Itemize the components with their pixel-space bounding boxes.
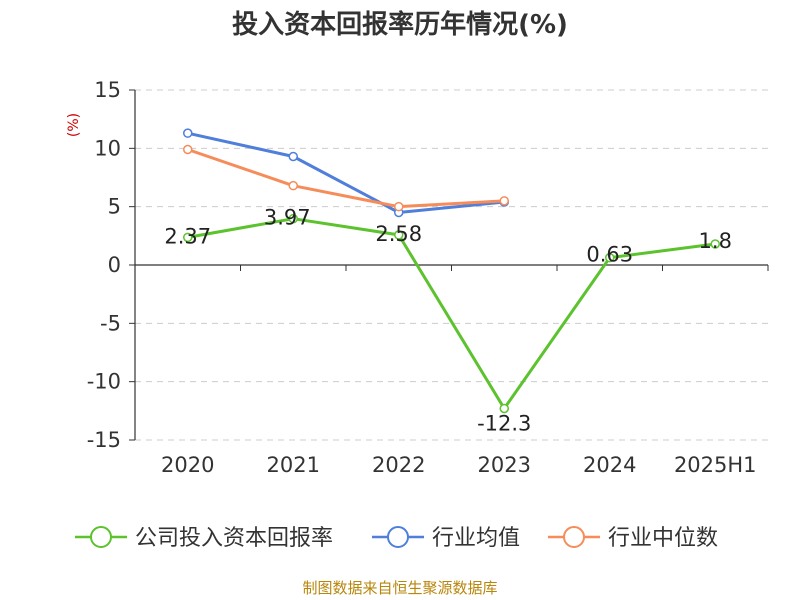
legend: 公司投入资本回报率 行业均值 行业中位数	[75, 526, 718, 551]
data-point	[605, 252, 615, 263]
y-tick-label: -5	[100, 311, 121, 335]
y-axis-label: (%)	[66, 113, 82, 137]
legend-label: 公司投入资本回报率	[135, 526, 333, 551]
y-tick-label: 10	[94, 136, 121, 160]
y-tick-label: 15	[94, 78, 121, 102]
gridlines	[129, 89, 768, 441]
data-label: 2.58	[375, 222, 422, 246]
x-tick-label: 2022	[372, 453, 425, 477]
y-tick-label: 5	[108, 195, 121, 219]
source-note: 制图数据来自恒生聚源数据库	[302, 579, 497, 597]
y-tick-label: -10	[87, 370, 121, 394]
legend-marker	[387, 526, 409, 548]
x-tick-labels: 2020 2021 2022 2023 2024 2025H1	[161, 453, 757, 477]
legend-marker	[563, 526, 585, 548]
y-tick-labels: 15 10 5 0 -5 -10 -15	[87, 78, 121, 452]
data-point	[183, 232, 193, 243]
x-tick-label: 2023	[478, 453, 531, 477]
data-label: -12.3	[477, 412, 531, 436]
x-tick-label: 2021	[267, 453, 320, 477]
data-point	[394, 201, 404, 212]
legend-label: 行业中位数	[608, 526, 718, 551]
data-point	[183, 144, 193, 155]
axes	[134, 90, 769, 440]
data-point	[499, 403, 509, 414]
x-tick-label: 2025H1	[674, 453, 757, 477]
data-label: 0.63	[586, 243, 633, 267]
series-line	[187, 148, 505, 209]
legend-marker	[90, 526, 112, 548]
legend-label: 行业均值	[432, 526, 520, 551]
chart-title: 投入资本回报率历年情况(%)	[232, 9, 568, 40]
data-point	[288, 151, 298, 162]
data-point	[183, 128, 193, 138]
data-labels: 2.37 3.97 2.58 -12.3 0.63 1.8	[164, 206, 732, 436]
data-point	[710, 239, 720, 249]
series-line	[187, 217, 716, 410]
data-label: 3.97	[264, 206, 311, 230]
data-point	[288, 180, 298, 191]
y-tick-label: 0	[108, 253, 121, 277]
data-point	[288, 213, 298, 224]
y-tick-label: -15	[87, 428, 121, 452]
data-label: 1.8	[699, 229, 732, 253]
x-tick-label: 2024	[583, 453, 636, 477]
series-line	[187, 131, 505, 214]
data-point	[394, 230, 404, 240]
data-point	[499, 196, 509, 206]
series-group	[183, 128, 720, 414]
data-label: 2.37	[164, 224, 211, 248]
x-tick-label: 2020	[161, 453, 214, 477]
